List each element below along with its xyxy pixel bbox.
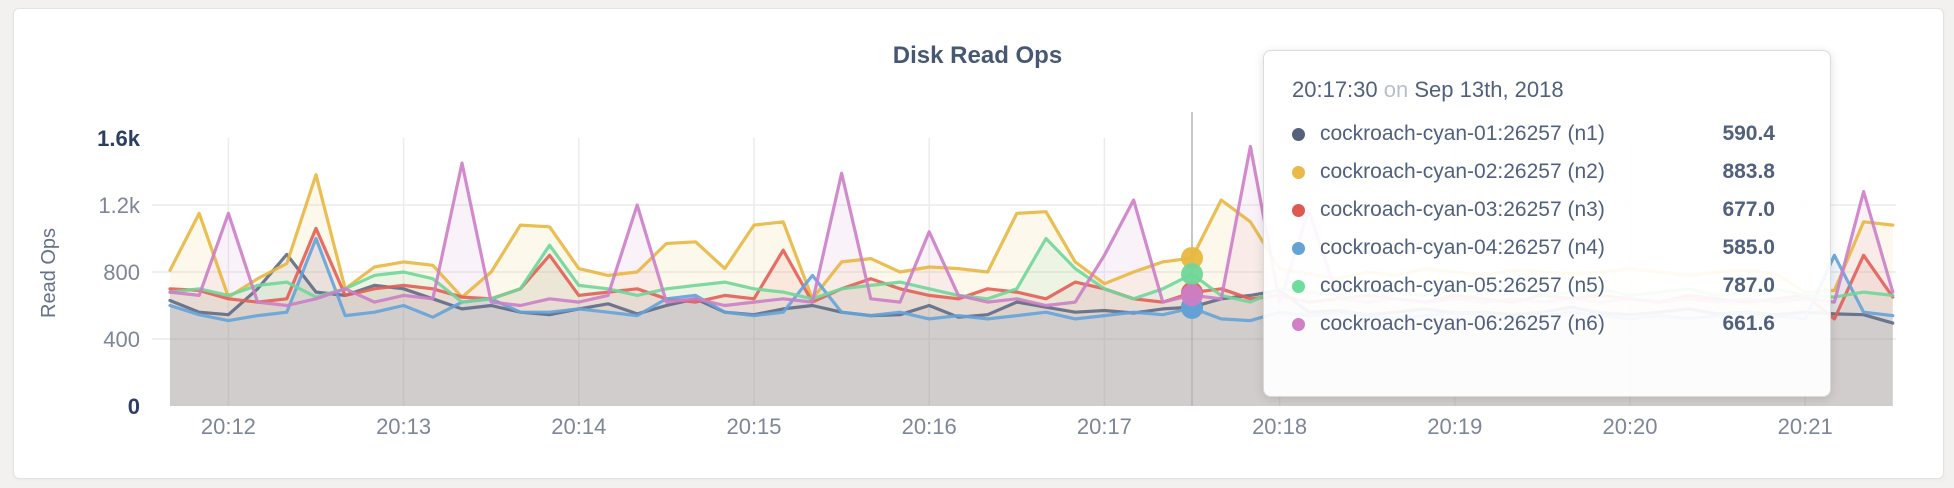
series-dot [1292,165,1305,179]
hover-tooltip: 20:17:30 on Sep 13th, 2018 cockroach-cya… [1263,50,1831,397]
series-dot [1292,127,1305,141]
tooltip-title: 20:17:30 on Sep 13th, 2018 [1292,77,1775,103]
series-value: 787.0 [1722,274,1775,297]
tooltip-row: cockroach-cyan-06:26257 (n6) 661.6 [1292,305,1775,343]
series-dot [1292,279,1305,293]
series-label: cockroach-cyan-06:26257 (n6) [1320,312,1605,335]
series-dot [1292,317,1305,331]
tooltip-on-word: on [1383,77,1409,102]
series-label: cockroach-cyan-02:26257 (n2) [1320,160,1605,183]
series-label: cockroach-cyan-05:26257 (n5) [1320,274,1605,297]
series-dot [1292,203,1305,217]
chart-title: Disk Read Ops [892,42,1063,69]
series-dot [1292,241,1305,255]
series-value: 661.6 [1722,312,1775,335]
series-value: 590.4 [1722,122,1775,145]
tooltip-date: Sep 13th, 2018 [1414,77,1564,102]
tooltip-row: cockroach-cyan-05:26257 (n5) 787.0 [1292,267,1775,305]
series-value: 883.8 [1722,160,1775,183]
y-axis-label: Read Ops [38,227,60,319]
series-label: cockroach-cyan-03:26257 (n3) [1320,198,1605,221]
tooltip-row: cockroach-cyan-01:26257 (n1) 590.4 [1292,115,1775,153]
series-value: 585.0 [1722,236,1775,259]
tooltip-row: cockroach-cyan-04:26257 (n4) 585.0 [1292,229,1775,267]
series-label: cockroach-cyan-01:26257 (n1) [1320,122,1605,145]
series-value: 677.0 [1722,198,1775,221]
series-label: cockroach-cyan-04:26257 (n4) [1320,236,1605,259]
tooltip-row: cockroach-cyan-03:26257 (n3) 677.0 [1292,191,1775,229]
tooltip-row: cockroach-cyan-02:26257 (n2) 883.8 [1292,153,1775,191]
tooltip-time: 20:17:30 [1292,77,1378,102]
